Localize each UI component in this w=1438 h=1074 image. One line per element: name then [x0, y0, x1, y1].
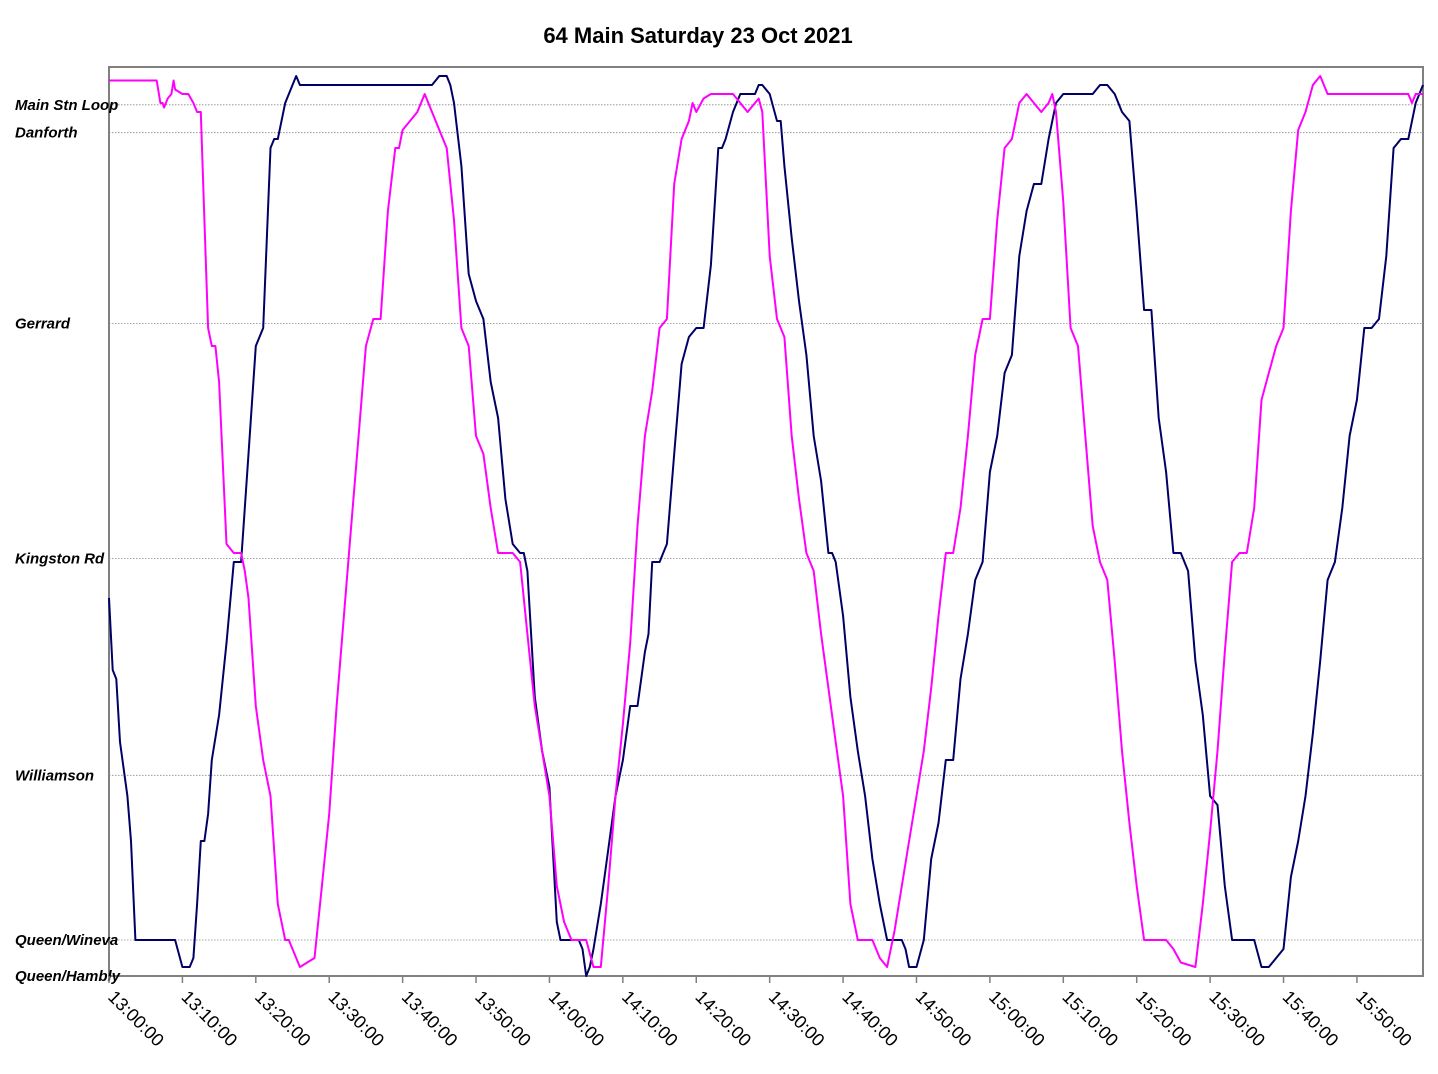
y-axis-stop-labels: Main Stn Loop Danforth Gerrard Kingston Rd W…	[15, 97, 121, 985]
x-tick-label: 14:00:00	[545, 987, 609, 1051]
x-tick-label: 13:40:00	[398, 987, 462, 1051]
x-tick-label: 15:10:00	[1058, 987, 1122, 1051]
x-tick-label: 15:50:00	[1352, 987, 1416, 1051]
x-tick-label: 14:20:00	[691, 987, 755, 1051]
x-axis-ticks: 13:00:00 13:10:00 13:20:00 13:30:00 13:40:00…	[104, 976, 1416, 1050]
stop-label: Kingston Rd	[15, 550, 105, 567]
stop-label: Queen/Wineva	[15, 932, 118, 949]
series-line-1	[108, 75, 1424, 977]
series-line-2	[109, 75, 1423, 968]
x-tick-label: 13:10:00	[178, 987, 242, 1051]
x-tick-label: 15:20:00	[1132, 987, 1196, 1051]
gridlines	[109, 104, 1423, 977]
stop-label: Danforth	[15, 125, 78, 142]
stop-label: Williamson	[15, 767, 94, 784]
stop-label: Main Stn Loop	[15, 97, 118, 114]
x-tick-label: 13:50:00	[471, 987, 535, 1051]
x-tick-label: 14:10:00	[618, 987, 682, 1051]
series-lines	[108, 75, 1424, 977]
x-tick-label: 13:20:00	[251, 987, 315, 1051]
x-tick-label: 15:00:00	[985, 987, 1049, 1051]
x-tick-label: 14:30:00	[765, 987, 829, 1051]
x-tick-label: 14:40:00	[838, 987, 902, 1051]
chart-title: 64 Main Saturday 23 Oct 2021	[543, 23, 852, 48]
x-tick-label: 13:30:00	[324, 987, 388, 1051]
x-tick-label: 15:40:00	[1279, 987, 1343, 1051]
x-tick-label: 14:50:00	[912, 987, 976, 1051]
stop-label: Queen/Hambly	[15, 968, 121, 985]
x-tick-label: 15:30:00	[1205, 987, 1269, 1051]
stop-label: Gerrard	[15, 316, 71, 333]
x-tick-label: 13:00:00	[104, 987, 168, 1051]
